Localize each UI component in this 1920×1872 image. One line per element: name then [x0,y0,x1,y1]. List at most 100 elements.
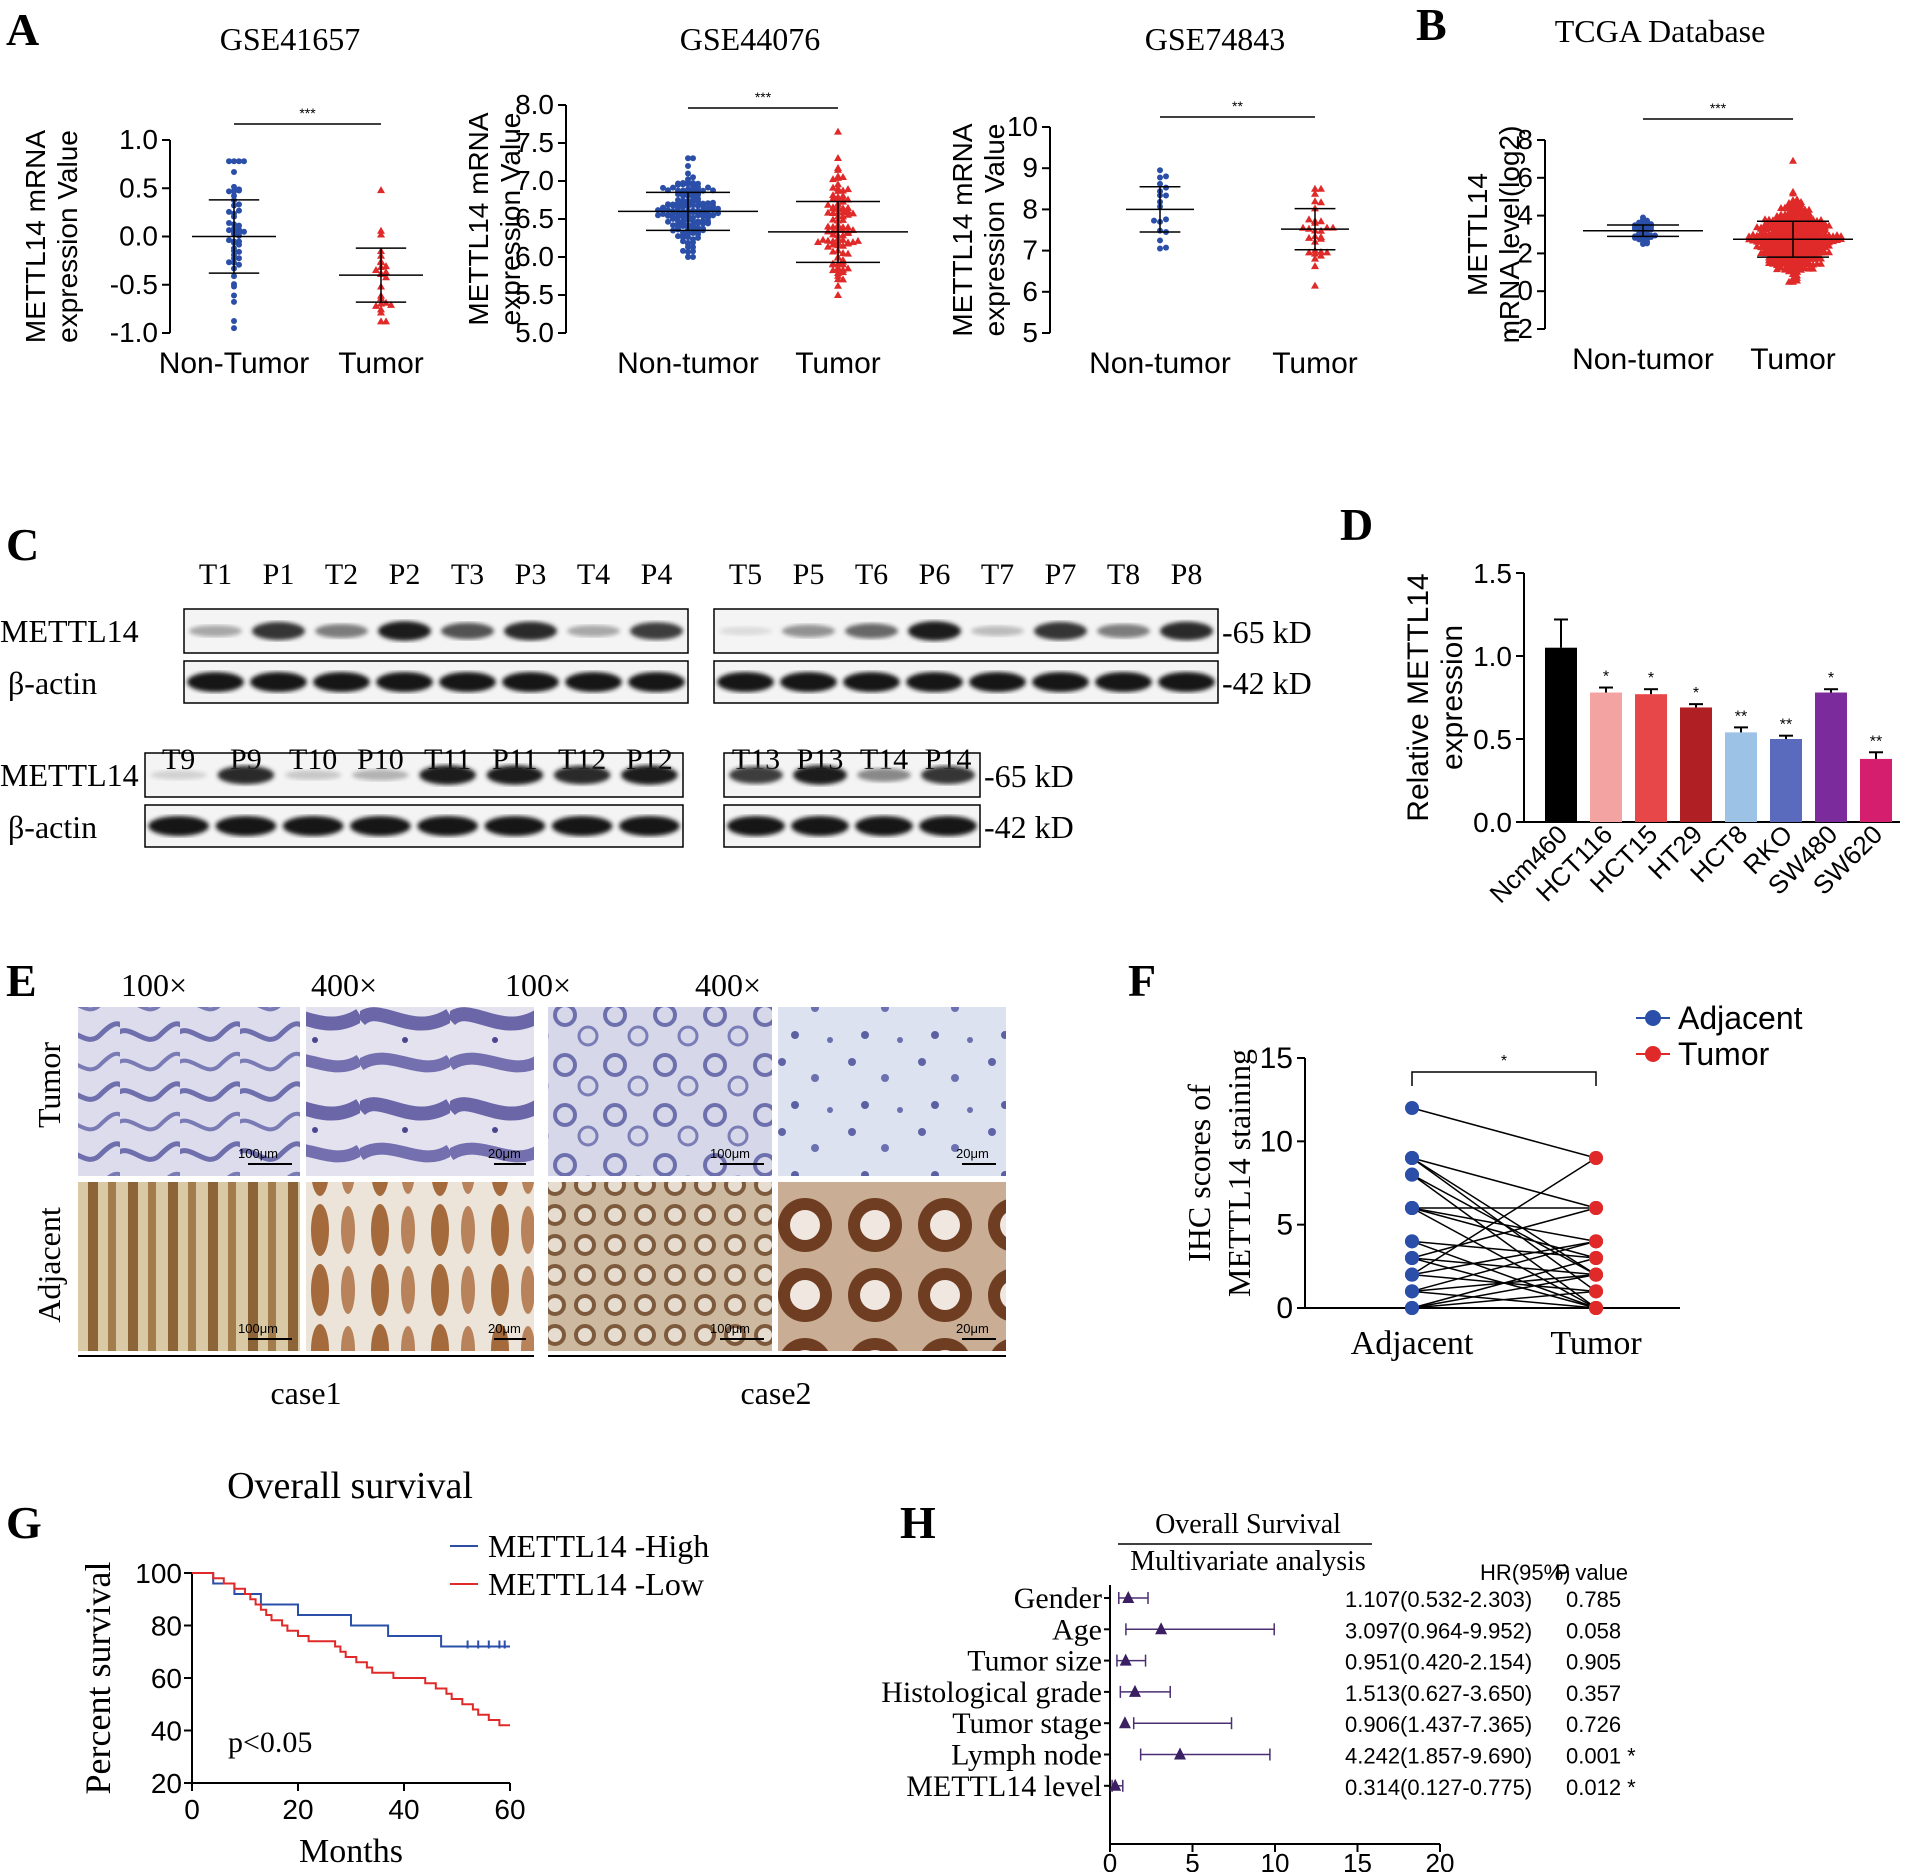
actin-band [1158,672,1215,692]
x-category-label: Non-Tumor [159,347,310,380]
ihc-magnification-1: 100× [121,967,187,1003]
lane-label: P7 [1045,558,1077,591]
case2-label: case2 [740,1375,811,1411]
pair-line [1411,1240,1597,1309]
y-tick-label: 10 [1260,1125,1293,1158]
data-point [231,168,237,175]
data-point [1311,197,1319,205]
y-tick-label: 8 [1517,124,1533,155]
data-point [1644,217,1650,224]
lane-label: P1 [263,558,295,591]
y-tick-label: -1.0 [110,317,158,348]
pair-line [1411,1290,1597,1309]
protein-band [504,621,557,641]
data-point [1163,244,1169,251]
bar [1860,758,1892,822]
y-tick-label: -0.5 [110,269,158,300]
data-point [1821,232,1829,240]
lane-label: P4 [641,558,673,591]
actin-band [855,816,913,836]
y-tick-label: 60 [151,1663,182,1694]
data-point [1757,249,1765,257]
legend-label: Adjacent [1678,1000,1803,1036]
data-point [1761,245,1769,253]
p-value-annotation: p<0.05 [228,1726,312,1759]
lane-label: T2 [325,558,358,591]
data-point [829,260,837,268]
bar [1770,739,1802,822]
data-point [834,291,842,298]
data-point [1163,216,1169,223]
data-point [839,231,847,239]
data-point [1785,208,1793,216]
data-point [1825,221,1833,229]
data-point [1157,237,1163,244]
data-point [1757,224,1765,232]
p-value: 0.905 [1566,1650,1621,1675]
data-point [236,158,242,165]
data-point [1753,237,1761,245]
sig-label: ** [1232,98,1243,114]
hr-value: 3.097(0.964-9.952) [1345,1618,1532,1643]
pair-line [1411,1157,1597,1209]
ihc-row-tumor: Tumor [31,1042,67,1128]
x-category-label: Non-tumor [617,347,759,380]
lane-label: T4 [577,558,610,591]
bar [1590,692,1622,822]
scale-bar-label: 20μm [956,1146,989,1161]
data-point [387,300,395,308]
data-point [241,228,247,235]
data-point [1317,233,1325,241]
x-tick-label: 60 [494,1794,525,1825]
hr-value: 1.513(0.627-3.650) [1345,1681,1532,1706]
kd-label: -42 kD [1222,665,1312,701]
p-value: 0.785 [1566,1587,1621,1612]
pair-line [1411,1207,1597,1243]
x-tick-label: 20 [1426,1848,1455,1872]
data-point [1317,226,1325,234]
tumor-point [1589,1234,1603,1249]
data-point [844,264,852,272]
data-point [665,212,671,219]
data-point [715,205,721,212]
row-label: Age [1052,1613,1102,1646]
protein-band [921,765,975,785]
loading-label: β-actin [8,809,97,845]
data-point [690,197,696,204]
x-category-label: Tumor [338,347,424,380]
x-tick-label: 10 [1261,1848,1290,1872]
tumor-point [1589,1151,1603,1165]
bar [1815,692,1847,822]
data-point [1163,184,1169,191]
hr-marker [1173,1747,1186,1760]
data-point [824,208,832,216]
pair-line [1411,1107,1597,1159]
data-point [1317,217,1325,225]
chart-gse41657: GSE41657 -1.0 -0.5 0.0 0.5 1.0 METTL14 mRNA exp… [20,21,424,380]
actin-band [565,672,622,692]
kd-label: -65 kD [1222,614,1312,650]
y-tick-label: 7 [1022,235,1038,266]
lane-label: T1 [199,558,232,591]
y-axis-label: expression [1436,625,1469,770]
data-point [1311,254,1319,262]
chart-title: Overall survival [227,1465,473,1507]
data-point [1317,198,1325,206]
row-label: Tumor size [967,1645,1102,1678]
actin-band [906,672,963,692]
tumor-point [1589,1301,1603,1315]
chart-tcga: TCGA Database -2 0 2 4 6 8 METTL14 mRNA level(lo… [1462,13,1853,376]
data-point [231,317,237,324]
data-point [834,127,842,135]
data-point [680,218,686,225]
hr-marker [1128,1684,1141,1697]
actin-band [1095,672,1152,692]
data-point [834,165,842,173]
p-value: 0.001 * [1566,1744,1636,1769]
actin-band [791,816,849,836]
data-point [226,259,232,266]
data-point [231,183,237,190]
ihc-image-case1-tumor-400x [306,1007,534,1176]
data-point [695,212,701,219]
